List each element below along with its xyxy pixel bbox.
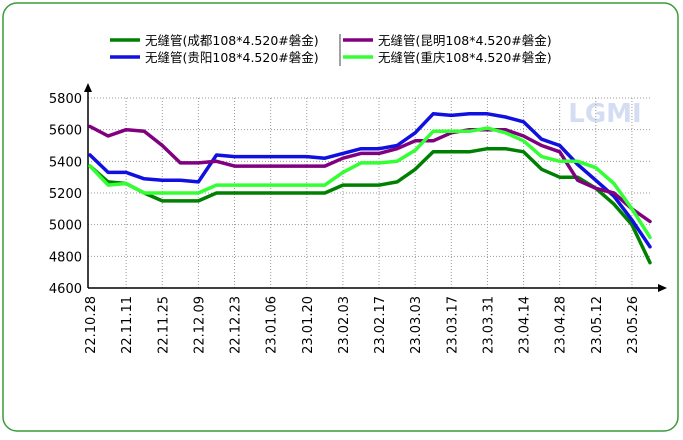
x-axis-arrow [658, 284, 667, 292]
legend-label: 无缝管(成都108*4.520#磐金) [145, 33, 319, 48]
panel [2, 2, 679, 432]
x-tick-label: 23.01.06 [265, 296, 280, 354]
x-tick-label: 23.04.28 [554, 296, 569, 354]
x-tick-label: 23.03.31 [481, 296, 496, 354]
y-tick-label: 5800 [49, 92, 82, 107]
y-tick-label: 5000 [49, 219, 82, 234]
y-tick-label: 4800 [49, 250, 82, 265]
y-tick-label: 5600 [49, 124, 82, 139]
x-tick-label: 23.02.17 [373, 296, 388, 354]
x-tick-label: 23.03.17 [445, 296, 460, 354]
watermark: LGMI [568, 99, 641, 129]
x-tick-label: 23.03.03 [409, 296, 424, 354]
y-tick-label: 5400 [49, 155, 82, 170]
series-line [88, 146, 652, 265]
series-line [88, 112, 652, 249]
x-tick-label: 22.12.09 [192, 296, 207, 354]
x-tick-label: 23.05.12 [590, 296, 605, 354]
series-line [88, 124, 652, 224]
x-tick-label: 23.04.14 [518, 296, 533, 354]
legend-label: 无缝管(贵阳108*4.520#磐金) [145, 50, 319, 65]
y-axis-arrow [84, 83, 92, 92]
series-line [88, 126, 652, 240]
x-tick-label: 23.05.26 [626, 296, 641, 354]
x-tick-label: 23.02.03 [337, 296, 352, 354]
x-tick-label: 22.10.28 [84, 296, 99, 354]
legend-label: 无缝管(昆明108*4.520#磐金) [378, 33, 552, 48]
y-tick-label: 4600 [49, 282, 82, 297]
x-tick-label: 22.11.25 [156, 296, 171, 354]
y-tick-label: 5200 [49, 187, 82, 202]
x-tick-label: 22.12.23 [229, 296, 244, 354]
legend-label: 无缝管(重庆108*4.520#磐金) [378, 50, 552, 65]
x-tick-label: 23.01.20 [301, 296, 316, 354]
x-tick-label: 22.11.11 [120, 296, 135, 354]
